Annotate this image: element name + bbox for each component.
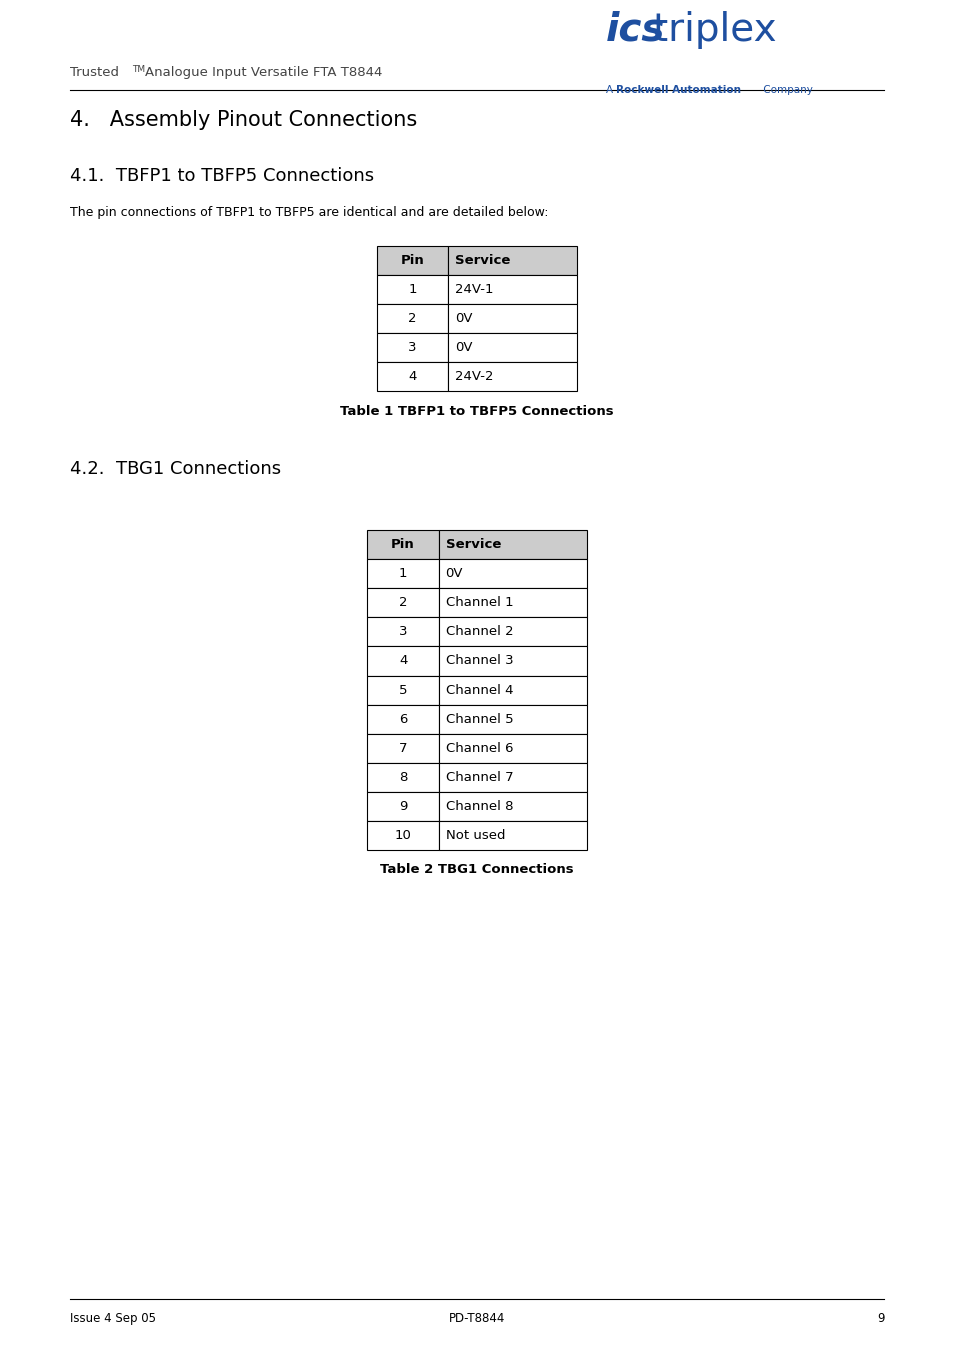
- Text: 4.1.  TBFP1 to TBFP5 Connections: 4.1. TBFP1 to TBFP5 Connections: [70, 166, 374, 185]
- Text: 4: 4: [408, 370, 416, 384]
- Bar: [438, 763, 586, 792]
- Text: 4.2.  TBG1 Connections: 4.2. TBG1 Connections: [70, 461, 280, 478]
- Bar: [438, 676, 586, 705]
- Bar: [438, 589, 586, 617]
- Text: Table 1 TBFP1 to TBFP5 Connections: Table 1 TBFP1 to TBFP5 Connections: [340, 405, 613, 417]
- Text: Channel 3: Channel 3: [445, 654, 513, 667]
- Text: 4: 4: [398, 654, 407, 667]
- Text: Channel 2: Channel 2: [445, 626, 513, 639]
- Text: Channel 4: Channel 4: [445, 684, 513, 697]
- Text: 4.   Assembly Pinout Connections: 4. Assembly Pinout Connections: [70, 109, 416, 130]
- Text: 9: 9: [876, 1313, 883, 1325]
- Text: 0V: 0V: [455, 340, 472, 354]
- Bar: [448, 334, 577, 362]
- Bar: [376, 276, 448, 304]
- Text: 6: 6: [398, 712, 407, 725]
- Text: Service: Service: [455, 254, 510, 267]
- Text: 1: 1: [398, 567, 407, 581]
- Bar: [376, 362, 448, 392]
- Text: Channel 5: Channel 5: [445, 712, 513, 725]
- Bar: [376, 304, 448, 334]
- Bar: [367, 531, 438, 559]
- Text: Not used: Not used: [445, 828, 504, 842]
- Text: 8: 8: [398, 770, 407, 784]
- Text: 0V: 0V: [445, 567, 462, 581]
- Text: Issue 4 Sep 05: Issue 4 Sep 05: [70, 1313, 155, 1325]
- Text: 7: 7: [398, 742, 407, 755]
- Bar: [367, 705, 438, 734]
- Text: 2: 2: [408, 312, 416, 326]
- Bar: [367, 792, 438, 821]
- Bar: [367, 617, 438, 647]
- Text: Channel 7: Channel 7: [445, 770, 513, 784]
- Text: Table 2 TBG1 Connections: Table 2 TBG1 Connections: [380, 863, 573, 877]
- Text: Pin: Pin: [400, 254, 424, 267]
- Bar: [438, 617, 586, 647]
- Text: Channel 8: Channel 8: [445, 800, 513, 813]
- Bar: [376, 334, 448, 362]
- Text: 24V-1: 24V-1: [455, 282, 493, 296]
- Text: triplex: triplex: [653, 11, 777, 49]
- Text: 2: 2: [398, 596, 407, 609]
- Bar: [367, 647, 438, 676]
- Text: 0V: 0V: [455, 312, 472, 326]
- Bar: [438, 531, 586, 559]
- Text: ics: ics: [605, 11, 664, 49]
- Bar: [448, 304, 577, 334]
- Text: PD-T8844: PD-T8844: [448, 1313, 505, 1325]
- Bar: [367, 559, 438, 589]
- Text: Pin: Pin: [391, 538, 415, 551]
- Text: Trusted: Trusted: [70, 66, 118, 78]
- Bar: [367, 821, 438, 850]
- Bar: [438, 647, 586, 676]
- Bar: [367, 676, 438, 705]
- Text: Company: Company: [760, 85, 812, 95]
- Bar: [367, 734, 438, 763]
- Text: 10: 10: [395, 828, 411, 842]
- Text: 24V-2: 24V-2: [455, 370, 493, 384]
- Bar: [438, 821, 586, 850]
- Text: 1: 1: [408, 282, 416, 296]
- Text: 3: 3: [398, 626, 407, 639]
- Bar: [376, 246, 448, 276]
- Text: 9: 9: [398, 800, 407, 813]
- Bar: [448, 362, 577, 392]
- Text: Service: Service: [445, 538, 500, 551]
- Bar: [438, 559, 586, 589]
- Text: The pin connections of TBFP1 to TBFP5 are identical and are detailed below:: The pin connections of TBFP1 to TBFP5 ar…: [70, 205, 548, 219]
- Text: Channel 6: Channel 6: [445, 742, 513, 755]
- Bar: [367, 763, 438, 792]
- Bar: [438, 734, 586, 763]
- Text: 3: 3: [408, 340, 416, 354]
- Bar: [448, 246, 577, 276]
- Text: Rockwell Automation: Rockwell Automation: [616, 85, 740, 95]
- Bar: [367, 589, 438, 617]
- Text: Analogue Input Versatile FTA T8844: Analogue Input Versatile FTA T8844: [145, 66, 382, 78]
- Text: TM: TM: [132, 65, 145, 74]
- Bar: [448, 276, 577, 304]
- Text: 5: 5: [398, 684, 407, 697]
- Bar: [438, 705, 586, 734]
- Bar: [438, 792, 586, 821]
- Text: Channel 1: Channel 1: [445, 596, 513, 609]
- Text: A: A: [605, 85, 616, 95]
